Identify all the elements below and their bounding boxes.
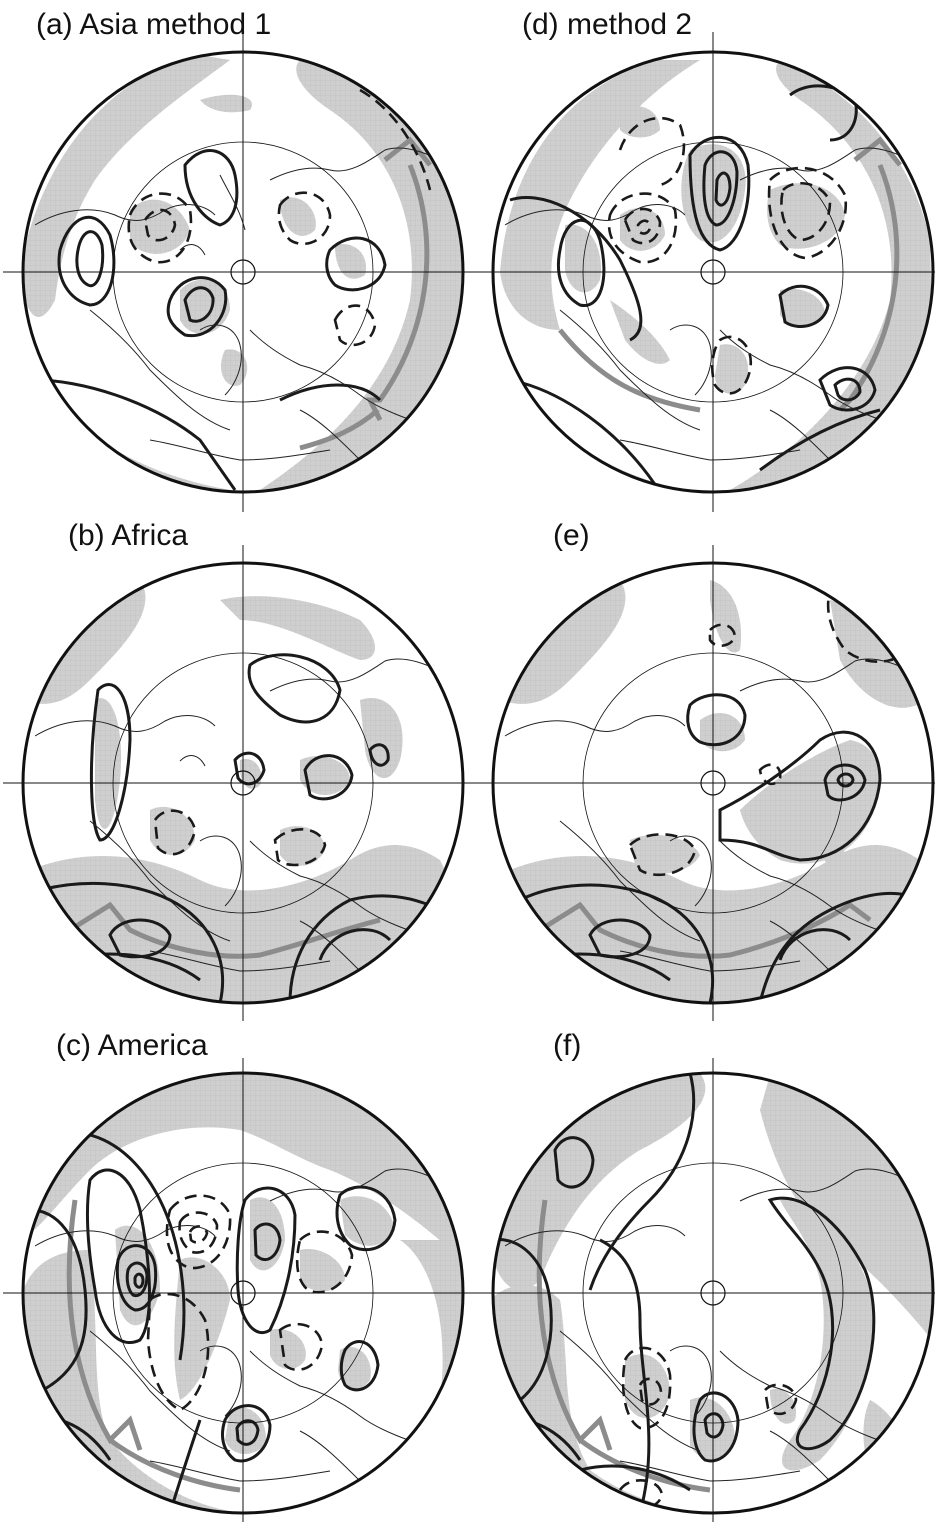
coastlines-b [34,658,441,980]
panel-label-f: (f) [553,1029,581,1062]
jet-axis-c [66,1199,241,1493]
panel-e: (e) [473,519,935,1021]
map-frame-e [491,561,935,1005]
negative-contours-d [607,116,848,395]
map-frame-a [21,50,465,494]
jet-axis-b [68,901,381,959]
map-frame-d [491,50,935,494]
panel-label-b: (b) Africa [68,519,188,552]
jet-axis-a [299,136,432,451]
shading-e [500,580,933,1003]
contours-e [519,693,921,1003]
contours-f [493,1073,876,1513]
panel-f: (f) [473,1029,935,1522]
panel-b: (b) Africa [3,519,483,1021]
negative-contours-a [127,88,432,347]
jet-axis-e [538,901,872,959]
contours-d [509,84,881,492]
coastlines-a [34,147,441,469]
coastlines-c [34,1168,441,1490]
jet-axis-d [558,136,902,413]
jet-axis-f [536,1199,711,1493]
map-frame-b [21,561,465,1005]
panel-label-c: (c) America [56,1029,208,1062]
panel-a: (a) Asia method 1 [3,8,483,512]
panel-label-a: (a) Asia method 1 [36,8,271,41]
map-frame-c [21,1071,465,1515]
panel-label-e: (e) [553,519,590,552]
negative-contours-c [146,1194,354,1412]
contours-a [34,149,387,491]
panel-label-d: (d) method 2 [522,8,692,41]
map-frame-f [491,1071,935,1515]
negative-contours-b [153,809,327,867]
panel-d: (d) method 2 [473,8,935,512]
panel-c: (c) America [3,1029,483,1522]
